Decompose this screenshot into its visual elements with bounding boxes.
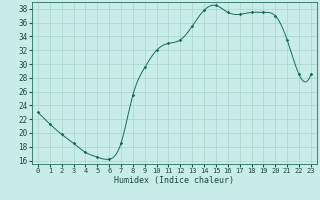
- X-axis label: Humidex (Indice chaleur): Humidex (Indice chaleur): [115, 176, 234, 185]
